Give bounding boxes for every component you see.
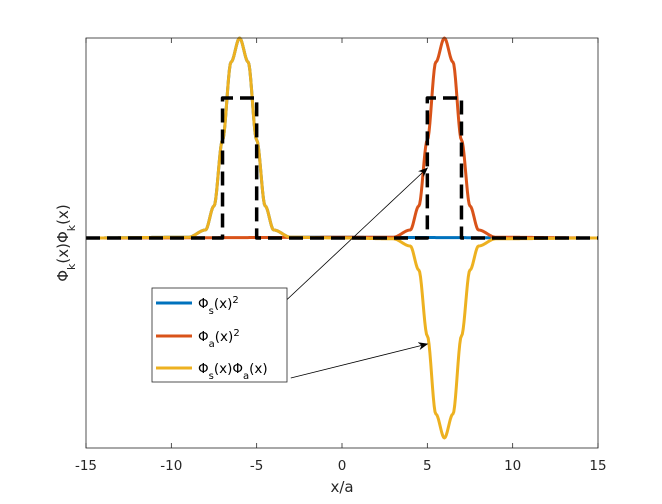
series-layer [85,36,599,440]
x-tick-label: -10 [160,458,182,474]
x-axis-label: x/a [330,478,353,496]
annotation-arrow-1 [290,342,429,379]
legend-label-phi-s-squared: Φs(x)2 [198,295,239,317]
x-tick-label: 5 [423,458,432,474]
x-tick-label: 0 [338,458,347,474]
x-tick-layer: -15 -10 -5 0 5 10 15 [75,38,607,474]
x-tick-label: -15 [75,458,97,474]
series-line-dashed-potential [86,96,598,240]
legend-label-phi-a-squared: Φa(x)2 [198,328,240,350]
legend-label-phi-s-phi-a: Φs(x)Φa(x) [198,361,268,382]
legend: Φs(x)2 Φa(x)2 Φs(x)Φa(x) [151,287,288,383]
x-tick-label: -5 [250,458,263,474]
plot-area [86,38,598,448]
x-tick-label: 15 [589,458,606,474]
x-tick-label: 10 [504,458,521,474]
y-axis-label: Φk(x)Φk(x) [54,204,78,282]
